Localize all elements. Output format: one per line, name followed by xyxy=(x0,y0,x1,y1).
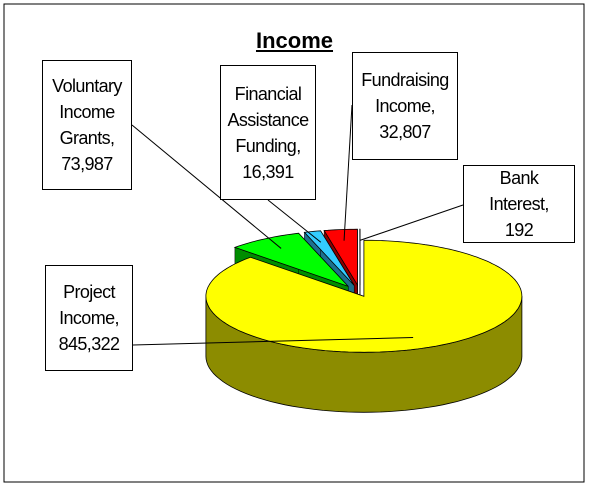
slice xyxy=(303,230,355,286)
data-label: Voluntary Income Grants, 73,987 xyxy=(42,60,132,190)
category-label: Project Income, xyxy=(59,282,119,328)
leader-line xyxy=(343,104,353,241)
category-label: Voluntary Income Grants, xyxy=(52,76,122,148)
category-label: Financial Assistance Funding, xyxy=(227,83,309,156)
leader-line xyxy=(359,204,464,241)
data-label: Fundraising Income, 32,807 xyxy=(352,52,458,160)
category-label: Fundraising Income, xyxy=(361,70,449,116)
slice xyxy=(205,239,523,353)
value-label: 73,987 xyxy=(61,154,113,174)
value-label: 192 xyxy=(504,220,534,240)
category-label: Bank Interest, xyxy=(489,168,549,214)
value-label: 845,322 xyxy=(58,334,120,354)
frame xyxy=(3,3,585,483)
slice xyxy=(323,228,359,287)
leader-line xyxy=(267,199,322,243)
value-label: 16,391 xyxy=(242,161,294,182)
data-label: Financial Assistance Funding, 16,391 xyxy=(220,65,316,200)
chart-title: Income xyxy=(255,28,334,53)
value-label: 32,807 xyxy=(379,122,431,142)
slice xyxy=(233,232,349,287)
leader-line xyxy=(131,124,282,249)
data-label: Project Income, 845,322 xyxy=(45,265,133,371)
data-label: Bank Interest, 192 xyxy=(463,165,575,243)
leader-line xyxy=(132,337,414,346)
